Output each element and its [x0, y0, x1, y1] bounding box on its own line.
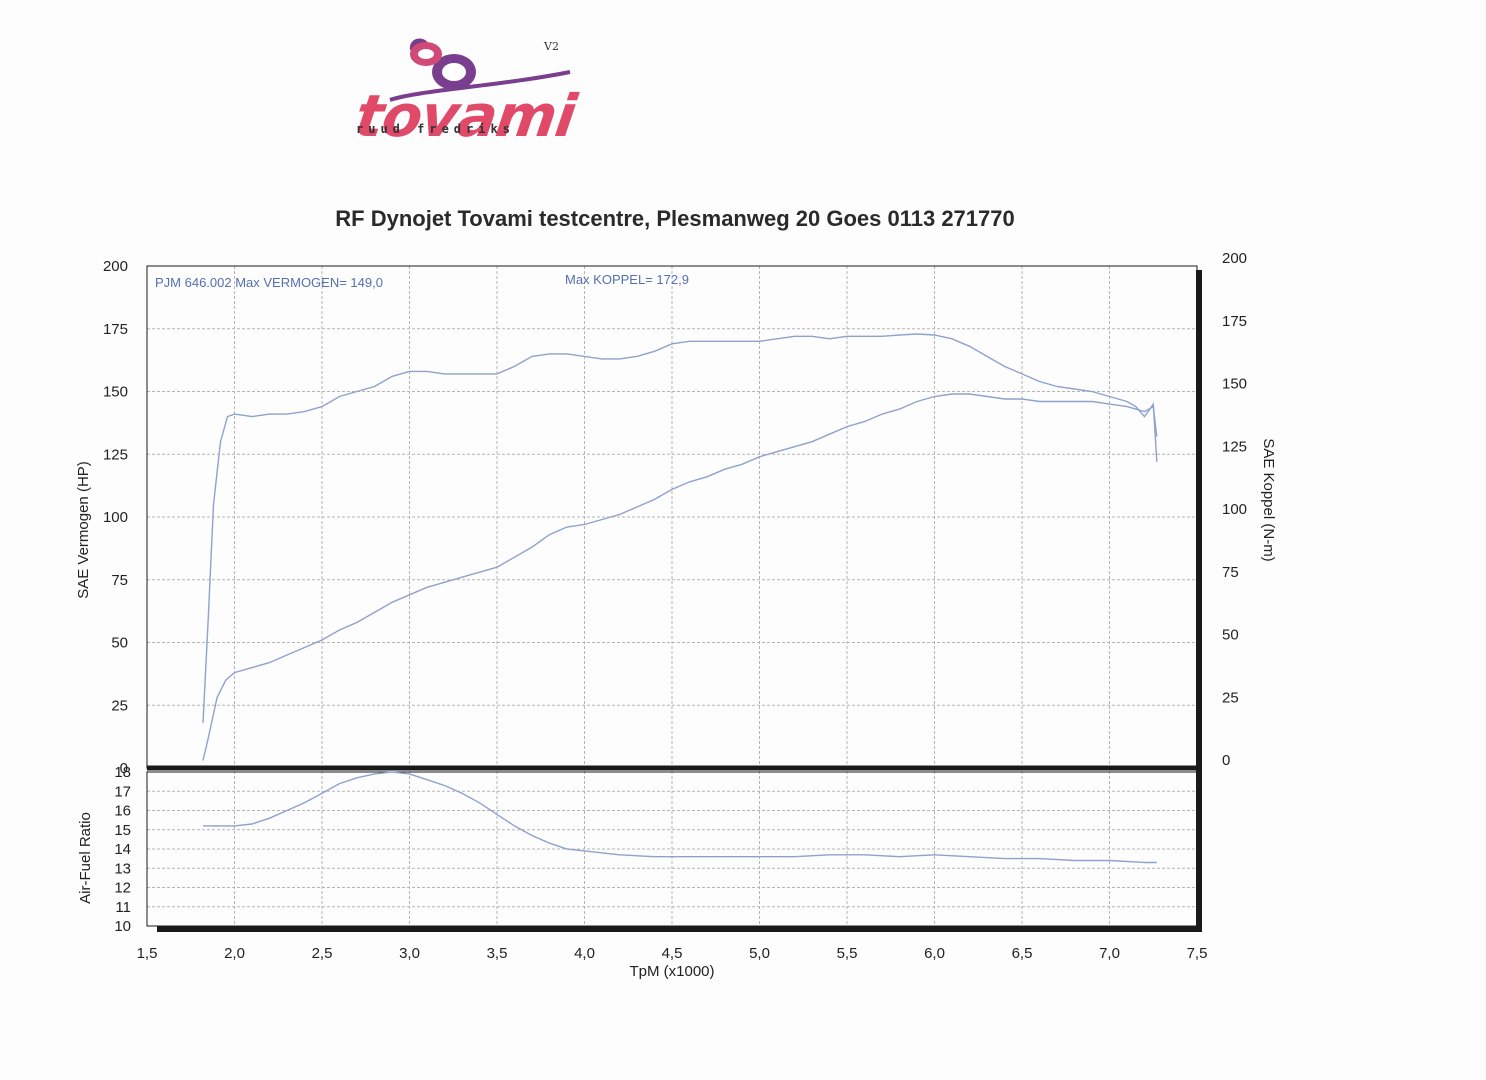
afr-tick-label: 16	[114, 803, 131, 820]
x-tick-label: 5,5	[837, 945, 858, 962]
grid-layer	[146, 265, 1198, 927]
frame-layer	[146, 265, 1202, 932]
y-tick-label-right: 125	[1222, 438, 1247, 455]
x-tick-label: 4,5	[662, 945, 683, 962]
y-tick-label-left: 25	[111, 697, 128, 714]
y-tick-label-right: 150	[1222, 376, 1247, 393]
afr-axis-label: Air-Fuel Ratio	[77, 812, 94, 904]
afr-tick-label: 15	[114, 822, 131, 839]
afr-tick-label: 18	[114, 764, 131, 781]
afr-curve	[203, 771, 1157, 864]
y-tick-label-left: 200	[103, 258, 128, 275]
x-tick-label: 3,0	[399, 945, 420, 962]
y-axis-label-left: SAE Vermogen (HP)	[75, 461, 92, 599]
x-tick-label: 6,5	[1012, 945, 1033, 962]
x-tick-label: 1,5	[137, 945, 158, 962]
afr-tick-label: 13	[114, 860, 131, 877]
helmet-logo-icon	[389, 38, 571, 102]
afr-tick-label: 17	[114, 783, 131, 800]
tovami-logo: tovami ruud fredriks V2	[350, 30, 590, 150]
annotation-max-torque: Max KOPPEL= 172,9	[565, 272, 689, 287]
series-layer	[202, 333, 1158, 864]
x-tick-label: 4,0	[574, 945, 595, 962]
y-tick-label-left: 125	[103, 446, 128, 463]
y-tick-label-right: 75	[1222, 564, 1239, 581]
y-tick-label-right: 0	[1222, 752, 1230, 769]
x-tick-label: 2,5	[312, 945, 333, 962]
power-curve	[202, 393, 1158, 761]
y-tick-label-right: 100	[1222, 501, 1247, 518]
x-tick-label: 2,0	[224, 945, 245, 962]
tick-layer: 1,5 2,0 2,5 3,0 3,5 4,0 4,5 5,0 5,5 6,0 6,5 7,0 7,5 0…	[103, 250, 1247, 962]
afr-tick-label: 11	[115, 899, 131, 916]
afr-tick-label: 14	[114, 841, 131, 858]
y-tick-label-left: 100	[103, 509, 128, 526]
annotation-max-power: PJM 646.002 Max VERMOGEN= 149,0	[155, 275, 383, 290]
y-tick-label-right: 175	[1222, 313, 1247, 330]
x-tick-label: 3,5	[487, 945, 508, 962]
y-tick-label-left: 50	[111, 635, 128, 652]
x-tick-label: 7,5	[1187, 945, 1208, 962]
logo-subtitle: ruud fredriks	[356, 122, 515, 136]
x-axis-label: TpM (x1000)	[629, 963, 714, 980]
y-tick-label-left: 175	[103, 321, 128, 338]
y-tick-label-left: 150	[103, 384, 128, 401]
y-tick-label-right: 25	[1222, 689, 1239, 706]
y-axis-label-right: SAE Koppel (N-m)	[1260, 438, 1277, 561]
x-tick-label: 7,0	[1099, 945, 1120, 962]
y-tick-label-right: 50	[1222, 627, 1239, 644]
afr-tick-label: 12	[114, 880, 131, 897]
y-tick-label-right: 200	[1222, 250, 1247, 267]
logo-version: V2	[544, 40, 559, 53]
chart-title: RF Dynojet Tovami testcentre, Plesmanweg…	[335, 206, 1015, 231]
x-tick-label: 6,0	[924, 945, 945, 962]
torque-curve	[202, 333, 1158, 723]
y-tick-label-left: 0	[120, 760, 128, 777]
afr-tick-label: 10	[114, 918, 131, 935]
x-tick-label: 5,0	[749, 945, 770, 962]
y-tick-label-left: 75	[111, 572, 128, 589]
